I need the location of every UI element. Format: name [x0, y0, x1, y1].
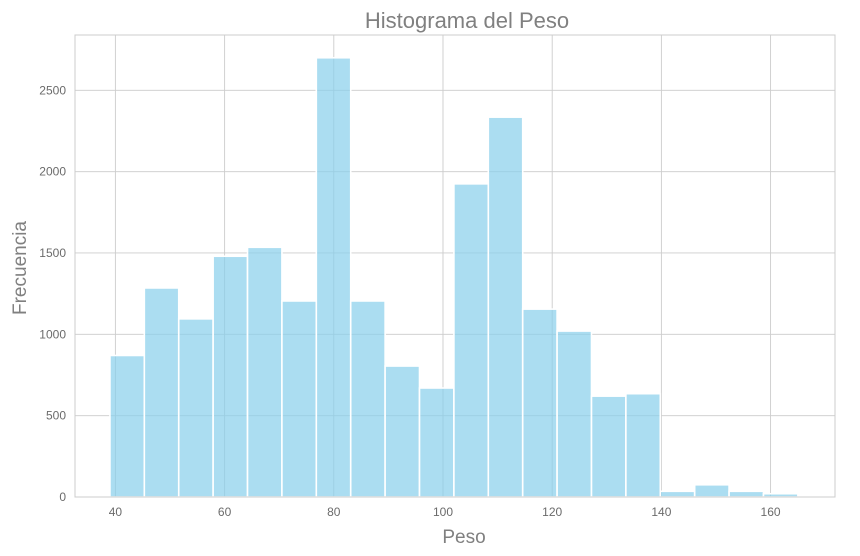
histogram-bar	[521, 308, 558, 498]
histogram-bar	[281, 300, 318, 498]
y-tick-label: 1500	[39, 246, 66, 260]
histogram-bar	[246, 246, 283, 498]
histogram-bar	[212, 255, 249, 498]
y-tick-labels: 0 500 1000 1500 2000 2500	[39, 83, 66, 504]
histogram-bar	[728, 490, 765, 498]
x-tick-label: 140	[651, 505, 671, 519]
histogram-bar	[487, 116, 524, 498]
histogram-bar	[177, 318, 214, 498]
bars	[109, 56, 799, 498]
y-tick-label: 0	[59, 490, 66, 504]
x-tick-label: 160	[761, 505, 781, 519]
histogram-bar	[625, 392, 662, 498]
y-tick-label: 2500	[39, 83, 66, 97]
x-tick-label: 80	[327, 505, 341, 519]
histogram-bar	[315, 56, 352, 498]
x-tick-labels: 40 60 80 100 120 140 160	[109, 505, 781, 519]
histogram-bar	[590, 395, 627, 498]
y-tick-label: 1000	[39, 327, 66, 341]
histogram-bar	[384, 365, 421, 498]
histogram-bar	[143, 287, 180, 498]
histogram-bar	[418, 387, 455, 498]
plot-frame	[74, 34, 836, 498]
x-tick-label: 60	[218, 505, 232, 519]
chart-title: Histograma del Peso	[365, 8, 569, 33]
y-tick-label: 2000	[39, 165, 66, 179]
x-axis-label: Peso	[442, 527, 485, 548]
x-tick-label: 120	[542, 505, 562, 519]
x-tick-label: 100	[433, 505, 453, 519]
x-tick-label: 40	[109, 505, 123, 519]
histogram-bar	[693, 483, 730, 498]
histogram-bar	[109, 354, 146, 498]
y-tick-label: 500	[46, 409, 66, 423]
histogram-bar	[453, 183, 490, 498]
histogram-bar	[349, 300, 386, 498]
histogram-bar	[659, 490, 696, 498]
y-axis-label: Frecuencia	[10, 221, 31, 315]
histogram-bar	[556, 330, 593, 498]
